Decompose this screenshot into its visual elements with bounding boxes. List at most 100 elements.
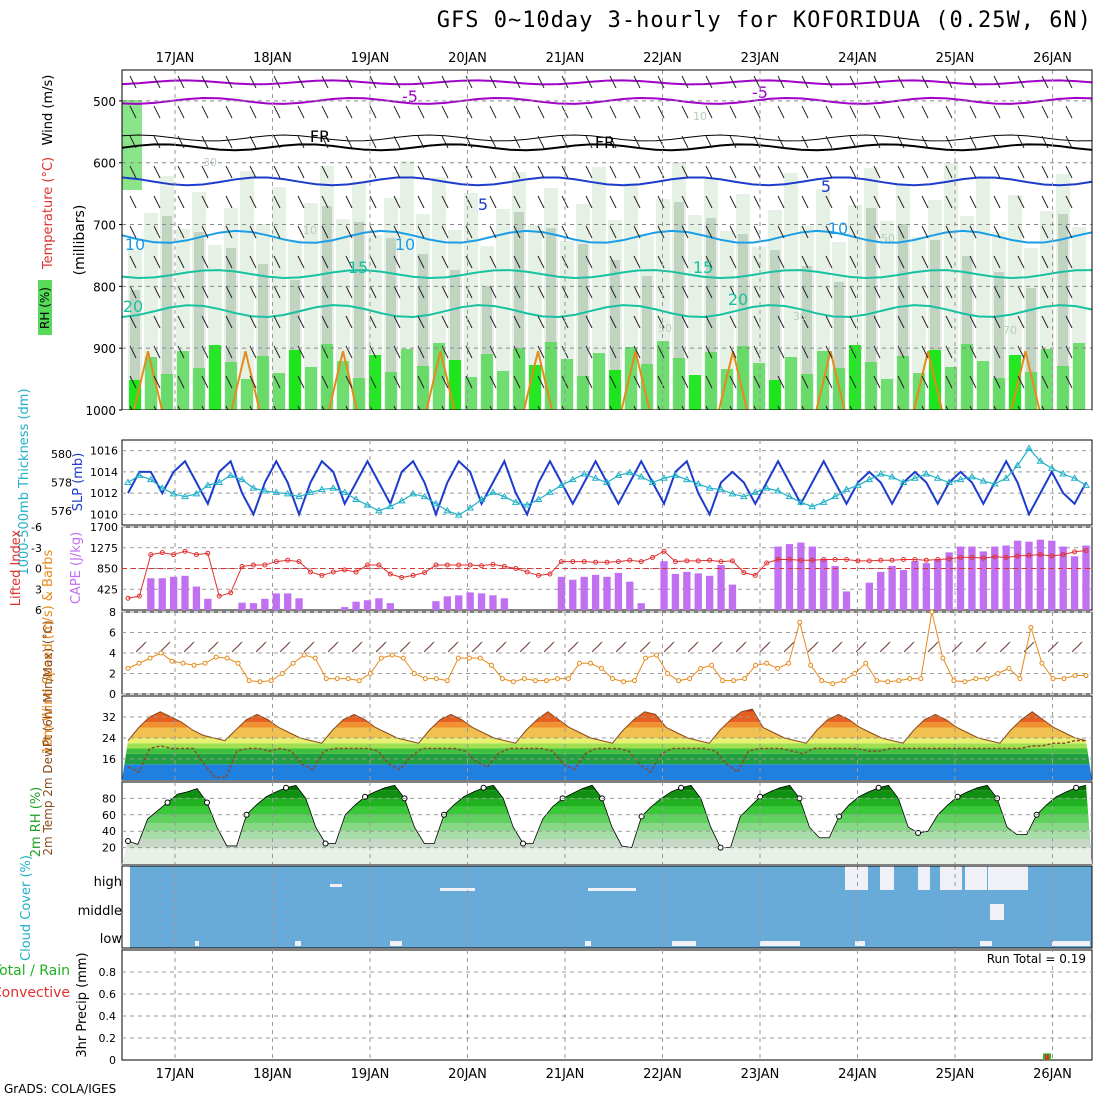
rh-tick-label: 80 xyxy=(102,792,116,805)
lifted-index-marker xyxy=(479,563,485,569)
precip-tick-label: 0 xyxy=(109,1054,116,1067)
wind-barb xyxy=(585,375,593,389)
wind-barb xyxy=(753,75,761,89)
wind-barb xyxy=(681,285,689,299)
wind-barb xyxy=(441,105,449,119)
rh-shade-green xyxy=(769,380,781,410)
lifted-index-marker xyxy=(513,566,519,571)
wind-speed-marker xyxy=(455,655,461,661)
wind-barb xyxy=(153,255,161,269)
wind-barb xyxy=(321,195,329,209)
cape-bar xyxy=(865,582,873,610)
wind-barb xyxy=(897,135,905,149)
wind-barb xyxy=(1065,255,1073,269)
rh-shade-mid xyxy=(290,280,300,410)
thickness-marker xyxy=(409,489,418,497)
li-axis-label: Lifted Index xyxy=(9,529,24,606)
wind-speed-marker xyxy=(125,665,131,671)
wind-speed-marker xyxy=(543,678,549,684)
wind-barb xyxy=(609,375,617,389)
thickness-marker xyxy=(945,478,954,485)
wind-barb xyxy=(537,165,545,179)
wind-barb xyxy=(615,641,627,653)
rh-band xyxy=(122,847,1092,864)
thickness-marker xyxy=(671,471,680,478)
wind-speed-marker xyxy=(400,655,406,661)
cloud-high-cell xyxy=(588,888,636,891)
wind-speed-marker xyxy=(279,671,285,676)
li-tick-label: -3 xyxy=(31,542,42,555)
wind-barb xyxy=(993,165,1001,179)
rh-shade-green xyxy=(737,346,749,410)
wind-barb xyxy=(201,225,209,239)
wind-barb xyxy=(897,75,905,89)
wind-barb xyxy=(993,255,1001,269)
thickness-marker xyxy=(363,501,372,508)
thickness-marker xyxy=(1013,461,1022,468)
wind-barb xyxy=(1017,285,1025,299)
wind-speed-marker xyxy=(764,660,770,666)
wind-barb xyxy=(609,165,617,179)
wind-barb xyxy=(801,315,809,329)
wind-barb xyxy=(489,255,497,269)
wind-barb xyxy=(465,105,473,119)
rh-shade-green xyxy=(497,371,509,410)
rh-marker xyxy=(520,840,527,847)
thickness-marker xyxy=(1082,481,1090,488)
wind-barb xyxy=(1065,165,1073,179)
li-tick-label: 0 xyxy=(35,563,42,576)
rh-shade-mid xyxy=(1058,214,1068,410)
thickness-marker xyxy=(432,499,440,507)
wind-barb xyxy=(585,195,593,209)
cape-bar xyxy=(1036,539,1045,610)
cape-bar xyxy=(432,601,440,610)
wind-barb xyxy=(393,285,401,299)
rh-shade-green xyxy=(961,344,973,410)
cloud-low-cell xyxy=(855,941,865,946)
wind-barb xyxy=(1065,225,1073,239)
wind-barb xyxy=(633,165,641,179)
cloud-high-cell xyxy=(330,884,342,887)
cape-bar xyxy=(261,598,269,610)
wind-barb xyxy=(297,225,305,239)
rh-legend-swatch xyxy=(38,280,52,335)
rh-shade-green xyxy=(1057,366,1069,410)
wind-barb xyxy=(921,105,929,119)
x-tick-label-bottom: 17JAN xyxy=(156,1067,195,1082)
rh-shade-mid xyxy=(418,254,428,410)
wind-barb xyxy=(153,315,161,329)
wind-barb xyxy=(681,315,689,329)
wind-barb xyxy=(945,135,953,149)
cape-bar xyxy=(181,575,189,610)
wind-barb xyxy=(225,315,233,329)
thickness-marker xyxy=(124,478,132,485)
contour-label: 15 xyxy=(348,258,368,277)
wind-barb xyxy=(393,135,401,149)
lifted-index-marker xyxy=(262,562,268,568)
rh-marker xyxy=(125,838,131,845)
wind-barb xyxy=(633,285,641,299)
wind-barb xyxy=(873,75,881,89)
cape-bar xyxy=(1013,540,1022,610)
wind-barb xyxy=(969,225,977,239)
wind-barb xyxy=(321,165,329,179)
wind-barb xyxy=(585,255,593,269)
thickness-marker xyxy=(306,488,315,495)
cape-bar xyxy=(204,598,212,610)
wind-speed-marker xyxy=(665,671,671,676)
rh-shade-mid xyxy=(322,206,332,410)
lifted-index-marker xyxy=(285,557,291,563)
wind-barb xyxy=(537,135,545,149)
wind-barb xyxy=(537,285,545,299)
wind-barb xyxy=(519,641,531,653)
wind-barb xyxy=(777,135,785,149)
rh-shade-light xyxy=(912,237,926,410)
wind-barb xyxy=(873,225,881,239)
thickness-marker xyxy=(682,475,691,483)
isotherm-25 xyxy=(133,351,163,411)
cape-bar xyxy=(603,576,611,610)
rh-shade-mid xyxy=(450,270,460,410)
wind-barb xyxy=(369,105,377,119)
wind-barb xyxy=(177,105,185,119)
wind-barb xyxy=(1041,75,1049,89)
